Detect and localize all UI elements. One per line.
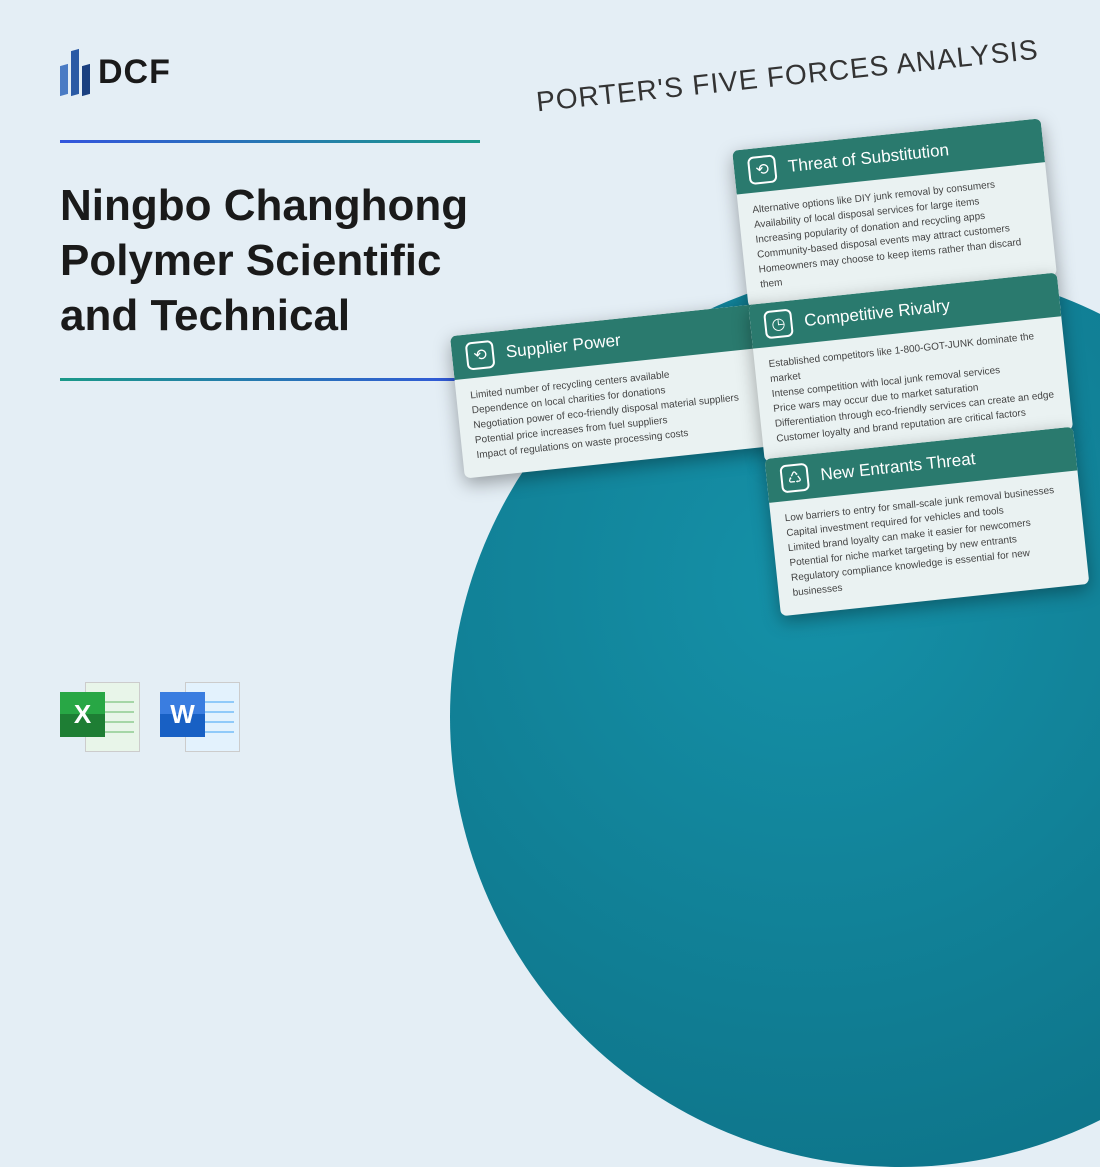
logo: DCF [60, 50, 480, 95]
substitution-icon: ⟲ [747, 154, 778, 185]
card-rivalry-title: Competitive Rivalry [803, 296, 951, 331]
entrants-icon: ♺ [779, 463, 810, 494]
rivalry-icon: ◷ [763, 308, 794, 339]
logo-text: DCF [98, 53, 171, 92]
card-supplier-title: Supplier Power [505, 331, 622, 363]
logo-bars-icon [60, 50, 90, 95]
card-substitution-title: Threat of Substitution [787, 140, 950, 177]
excel-icon[interactable]: X [60, 677, 140, 757]
analysis-title: PORTER'S FIVE FORCES ANALYSIS [535, 34, 1040, 119]
supplier-icon: ⟲ [465, 340, 496, 371]
page-title: Ningbo Changhong Polymer Scientific and … [60, 178, 480, 343]
card-entrants-title: New Entrants Threat [819, 449, 976, 485]
divider-top [60, 140, 480, 143]
divider-bottom [60, 378, 480, 381]
word-icon-letter: W [160, 692, 205, 737]
card-entrants: ♺ New Entrants Threat Low barriers to en… [765, 427, 1090, 617]
excel-icon-letter: X [60, 692, 105, 737]
word-icon[interactable]: W [160, 677, 240, 757]
